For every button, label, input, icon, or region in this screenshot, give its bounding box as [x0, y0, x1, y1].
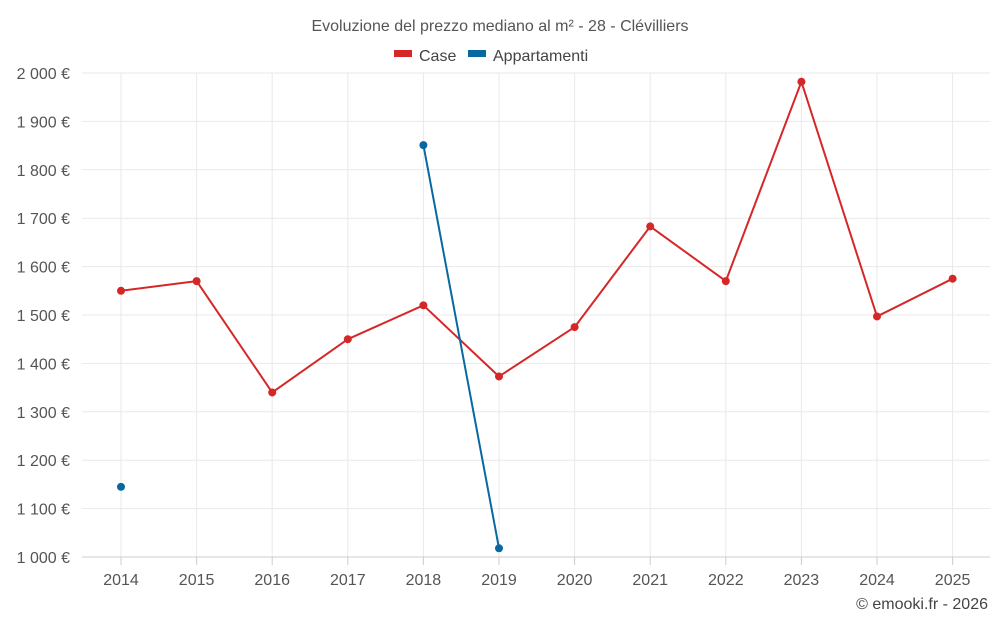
data-point-case-2023[interactable] — [797, 77, 806, 86]
x-tick-label: 2022 — [708, 572, 744, 589]
x-tick-label: 2021 — [632, 572, 668, 589]
data-point-appartamenti-2019[interactable] — [495, 544, 503, 553]
x-tick-label: 2020 — [557, 572, 593, 589]
data-point-case-2022[interactable] — [721, 277, 730, 286]
data-point-appartamenti-2018[interactable] — [419, 141, 428, 150]
y-tick-label: 1 500 € — [17, 308, 70, 325]
series — [117, 77, 957, 553]
legend-item-appartamenti[interactable]: Appartamenti — [468, 48, 588, 65]
y-tick-label: 1 800 € — [17, 163, 70, 180]
data-point-case-2020[interactable] — [570, 323, 579, 332]
x-tick-label: 2014 — [103, 572, 139, 589]
y-tick-label: 1 000 € — [17, 550, 70, 567]
y-tick-label: 2 000 € — [17, 66, 70, 83]
data-point-case-2017[interactable] — [343, 335, 352, 344]
chart-title: Evoluzione del prezzo mediano al m² - 28… — [311, 18, 688, 35]
data-point-case-2016[interactable] — [268, 388, 277, 397]
y-tick-label: 1 100 € — [17, 502, 70, 519]
legend-swatch-appartamenti — [468, 50, 486, 57]
grid — [82, 72, 990, 557]
legend-swatch-case — [394, 50, 412, 57]
x-tick-label: 2016 — [254, 572, 290, 589]
axes: 1 000 € 1 100 € 1 200 € 1 300 € 1 400 € 1 500… — [17, 66, 990, 589]
data-point-case-2014[interactable] — [117, 286, 125, 295]
legend: Case Appartamenti — [394, 48, 588, 65]
y-tick-label: 1 200 € — [17, 453, 70, 470]
credit-text: © emooki.fr - 2026 — [856, 596, 988, 613]
x-tick-label: 2023 — [784, 572, 820, 589]
series-case — [117, 77, 957, 397]
legend-item-case[interactable]: Case — [394, 48, 456, 65]
series-line-case — [120, 80, 954, 394]
legend-label-appartamenti: Appartamenti — [493, 48, 588, 65]
y-tick-label: 1 900 € — [17, 114, 70, 131]
y-tick-label: 1 700 € — [17, 211, 70, 228]
data-point-appartamenti-2014[interactable] — [117, 482, 125, 491]
y-tick-label: 1 600 € — [17, 260, 70, 277]
data-point-case-2019[interactable] — [495, 372, 503, 381]
x-tick-label: 2019 — [481, 572, 517, 589]
y-tick-label: 1 400 € — [17, 356, 70, 373]
data-point-case-2021[interactable] — [646, 222, 655, 231]
y-tick-label: 1 300 € — [17, 405, 70, 422]
x-tick-label: 2018 — [406, 572, 442, 589]
data-point-case-2024[interactable] — [873, 312, 881, 321]
data-point-case-2018[interactable] — [419, 301, 428, 310]
legend-label-case: Case — [419, 48, 456, 65]
x-tick-label: 2017 — [330, 572, 366, 589]
series-line-appartamenti — [422, 144, 500, 549]
series-appartamenti — [117, 141, 503, 553]
data-point-case-2025[interactable] — [948, 274, 957, 283]
x-tick-label: 2024 — [859, 572, 895, 589]
x-tick-label: 2025 — [935, 572, 971, 589]
x-tick-label: 2015 — [179, 572, 215, 589]
data-point-case-2015[interactable] — [192, 277, 201, 286]
